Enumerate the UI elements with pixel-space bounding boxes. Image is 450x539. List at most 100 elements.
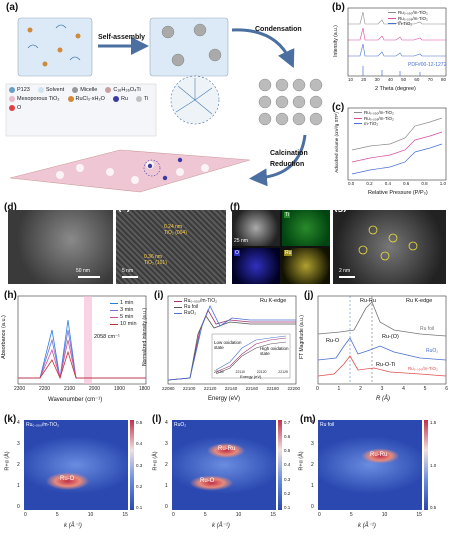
panel-label-c: (c) [332, 102, 345, 113]
colorbar-k-tick-label: 0.2 [136, 483, 143, 489]
ir-legend-label: 3 min [120, 307, 134, 313]
haadf-image-g: 2 nm [333, 210, 446, 284]
xrd-tick-label: 40 [387, 77, 393, 82]
panel-label-h: (h) [4, 290, 17, 301]
bet-tick-label: 0.0 [348, 181, 355, 186]
xrd-xlabel: 2 Theta (degree) [375, 86, 416, 92]
ir-legend: 1 min 3 min 5 min 10 min [110, 300, 137, 328]
ir-tick-label: 1900 [113, 386, 125, 392]
self-assembly-label: Self-assembly [98, 34, 146, 41]
ir-legend-label: 1 min [120, 300, 134, 306]
bet-legend-label: m-TiO₂ [364, 121, 379, 126]
exafs-foil-label: Ru foil [420, 326, 435, 332]
xanes-inset-xticks: 22100 22110 22120 22125 [214, 370, 288, 374]
xrd-legend-item: Ru₀.₀₅₀/m-TiO₂ [388, 10, 428, 16]
ir-legend-item: 5 min [110, 314, 137, 321]
wavelet-y-tick: 4 [17, 420, 20, 426]
xanes-panel: (i) Ru₀.₀₅₀/m-TiO₂ Ru foil RuO₂ Ru K-edge … [142, 290, 300, 408]
ir-legend-line [110, 303, 118, 304]
wavelet-l-title: RuO₂ [174, 422, 187, 428]
wavelet-x-tick: 0 [24, 512, 27, 518]
schematic-drawing [5, 17, 323, 193]
ir-legend-item: 1 min [110, 300, 137, 307]
wavelet-map-k: Ru₀.₀₅₀/m-TiO₂ Ru-O [24, 420, 128, 510]
single-atom-markers [358, 225, 418, 261]
ir-legend-label: 10 min [120, 321, 137, 327]
xanes-inset-tick-label: 22110 [235, 370, 245, 374]
scale-bar-d [78, 276, 100, 278]
wavelet-y-tick: 3 [311, 441, 314, 447]
xanes-legend-label: Ru₀.₀₅₀/m-TiO₂ [184, 298, 218, 304]
wavelet-y-tick: 4 [165, 420, 168, 426]
schematic-legend-item: Ru [112, 96, 128, 102]
xrd-tick-label: 30 [374, 77, 380, 82]
schematic-legend-item: RuCl₃·xH₂O [67, 96, 105, 102]
wavelet-x-tick: 5 [55, 512, 59, 518]
wavelet-y-tick: 4 [311, 420, 314, 426]
xrd-tick-label: 60 [414, 77, 420, 82]
exafs-trace-foil [317, 301, 447, 337]
ir-panel: (h) 1 min 3 min 5 min 10 min 2058 cm⁻¹ Abso… [0, 290, 150, 408]
xrd-legend-label: m-TiO₂ [398, 21, 413, 26]
bet-legend: Ru₀.₀₅₀/m-TiO₂ Ru₀.₀₀₉/m-TiO₂ m-TiO₂ [354, 110, 394, 127]
exafs-ruo2-label: RuO₂ [426, 348, 439, 354]
ir-peak-label: 2058 cm⁻¹ [94, 334, 120, 340]
ir-tick-label: 2300 [14, 386, 26, 392]
scale-label-d: 50 nm [76, 268, 90, 274]
xanes-tick-label: 22140 [224, 386, 238, 391]
schematic-legend-swatch [135, 96, 142, 102]
xanes-tick-label: 22160 [245, 386, 259, 391]
panel-label-f: (f) [230, 202, 240, 213]
xanes-inset-tick-label: 22125 [278, 370, 288, 374]
reduction-label: Reduction [270, 161, 305, 168]
xanes-legend-item: Ru₀.₀₅₀/m-TiO₂ [174, 298, 217, 304]
bet-tick-label: 0.2 [366, 181, 373, 186]
xrd-trace-tio2 [348, 43, 446, 57]
wavelet-xticks: 0 5 10 15 [172, 512, 276, 518]
colorbar-m-tick-label: 0.5 [430, 505, 437, 510]
exafs-ru-o-ti-label: Ru-O-Ti [376, 362, 396, 368]
exafs-trace-ruo2 [317, 337, 447, 361]
hrtem-image-e: 0.24 nm TiO₂ (004) 0.36 nm TiO₂ (101) 5 … [116, 210, 226, 284]
condensation-label: Condensation [255, 26, 302, 33]
ir-tick-label: 1800 [138, 386, 150, 392]
eds-ti [282, 210, 330, 246]
schematic-legend-item: P123 [9, 87, 30, 93]
wavelet-xticks: 0 5 10 15 [318, 512, 422, 518]
schematic-legend-swatch [9, 96, 15, 102]
ir-legend-item: 3 min [110, 307, 137, 314]
wavelet-x-tick: 0 [172, 512, 175, 518]
xanes-legend-item: RuO₂ [174, 310, 217, 316]
lattice-label-101b: TiO₂ (101) [144, 260, 167, 266]
panel-label-m: (m) [300, 414, 316, 425]
tem-image-d: 50 nm [8, 210, 113, 284]
ir-tick-label: 2200 [38, 386, 51, 392]
wavelet-yticks: 0 1 2 3 4 [165, 420, 168, 510]
bet-trace-ru050 [351, 117, 443, 151]
schematic-legend: P123 Solvent Micelle C₁₆H₃₆O₄Ti Mesoporous T… [9, 87, 154, 111]
schematic-legend-item: Mesoporous TiO₂ [9, 96, 60, 102]
bet-legend-label: Ru₀.₀₀₉/m-TiO₂ [364, 115, 394, 121]
schematic-legend-label: Ti [143, 96, 149, 102]
xrd-tick-label: 50 [401, 77, 407, 82]
schematic-legend-label: Ru [120, 96, 128, 102]
wavelet-yticks: 0 1 2 3 4 [311, 420, 314, 510]
bet-legend-line [354, 112, 362, 114]
wavelet-k-spot: Ru-O [60, 476, 75, 482]
schematic-legend-label: C₁₆H₃₆O₄Ti [113, 87, 141, 93]
bet-trace-tio2 [351, 143, 443, 175]
bet-tick-label: 0.6 [403, 181, 410, 186]
lattice-label-101: 0.36 nm [144, 254, 163, 260]
xrd-tick-label: 10 [348, 77, 354, 82]
wavelet-y-tick: 1 [311, 483, 314, 489]
schematic-legend-swatch [105, 87, 112, 93]
scale-bar-g [339, 276, 355, 278]
colorbar-k-tick-label: 0.3 [136, 462, 143, 468]
schematic-legend-swatch [9, 105, 15, 111]
bet-legend-line [354, 117, 362, 119]
panel-label-e: (e) [118, 202, 131, 213]
xrd-legend: Ru₀.₀₅₀/m-TiO₂ Ru₀.₀₀₉/m-TiO₂ m-TiO₂ [388, 10, 428, 27]
xanes-inset-tick-label: 22100 [214, 370, 224, 374]
wavelet-y-tick: 2 [165, 462, 168, 468]
wavelet-y-tick: 0 [165, 504, 168, 510]
